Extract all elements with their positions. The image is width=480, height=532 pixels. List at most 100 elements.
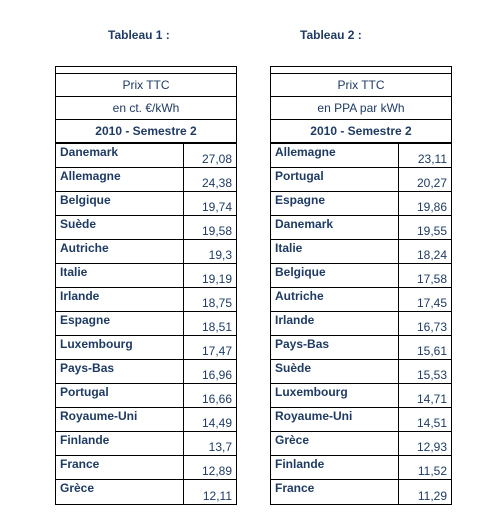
country-cell: France bbox=[56, 456, 184, 479]
price-table-ppa: Prix TTC en PPA par kWh 2010 - Semestre … bbox=[270, 66, 452, 505]
country-cell: Grèce bbox=[271, 432, 399, 455]
price-cell: 20,27 bbox=[416, 176, 447, 190]
price-cell: 17,58 bbox=[416, 272, 447, 286]
table-body: Danemark 27,08 Allemagne 24,38 Belgique 19,74… bbox=[56, 144, 236, 504]
header-period: 2010 - Semestre 2 bbox=[271, 120, 451, 144]
price-cell: 23,11 bbox=[417, 152, 447, 166]
table-row: France 12,89 bbox=[56, 456, 236, 480]
country-cell: Pays-Bas bbox=[271, 336, 399, 359]
table-row: Suède 15,53 bbox=[271, 360, 451, 384]
price-cell: 16,73 bbox=[416, 320, 447, 334]
country-cell: Portugal bbox=[271, 168, 399, 191]
price-cell: 14,49 bbox=[201, 416, 232, 430]
country-cell: Danemark bbox=[56, 144, 184, 167]
country-cell: Espagne bbox=[271, 192, 399, 215]
table-row: Italie 19,19 bbox=[56, 264, 236, 288]
price-cell: 13,7 bbox=[208, 440, 232, 454]
price-cell: 17,47 bbox=[201, 344, 232, 358]
country-cell: Autriche bbox=[56, 240, 184, 263]
country-cell: Luxembourg bbox=[56, 336, 184, 359]
country-cell: France bbox=[271, 480, 399, 504]
header-period: 2010 - Semestre 2 bbox=[56, 120, 236, 144]
table-row: Espagne 19,86 bbox=[271, 192, 451, 216]
price-cell: 19,86 bbox=[416, 200, 447, 214]
price-cell: 18,24 bbox=[416, 248, 447, 262]
table-row: Autriche 17,45 bbox=[271, 288, 451, 312]
country-cell: Luxembourg bbox=[271, 384, 399, 407]
header-price-ttc: Prix TTC bbox=[56, 74, 236, 97]
table-row: Portugal 16,66 bbox=[56, 384, 236, 408]
table-row: Finlande 13,7 bbox=[56, 432, 236, 456]
price-cell: 15,61 bbox=[416, 344, 447, 358]
table-row: Danemark 19,55 bbox=[271, 216, 451, 240]
table-row: Pays-Bas 16,96 bbox=[56, 360, 236, 384]
header-price-ttc: Prix TTC bbox=[271, 74, 451, 97]
table-row: Royaume-Uni 14,51 bbox=[271, 408, 451, 432]
header-unit: en PPA par kWh bbox=[271, 97, 451, 120]
table-row: Royaume-Uni 14,49 bbox=[56, 408, 236, 432]
table-row: Irlande 18,75 bbox=[56, 288, 236, 312]
table1-caption: Tableau 1 : bbox=[108, 28, 170, 42]
table-row: Pays-Bas 15,61 bbox=[271, 336, 451, 360]
price-cell: 16,66 bbox=[201, 392, 232, 406]
country-cell: Suède bbox=[56, 216, 184, 239]
country-cell: Portugal bbox=[56, 384, 184, 407]
country-cell: Allemagne bbox=[271, 144, 399, 167]
price-cell: 15,53 bbox=[416, 368, 447, 382]
country-cell: Grèce bbox=[56, 480, 184, 504]
price-cell: 14,51 bbox=[416, 416, 447, 430]
table-row: Portugal 20,27 bbox=[271, 168, 451, 192]
price-cell: 17,45 bbox=[416, 296, 447, 310]
price-cell: 12,89 bbox=[201, 464, 232, 478]
price-cell: 18,75 bbox=[201, 296, 232, 310]
country-cell: Finlande bbox=[271, 456, 399, 479]
table-row: Finlande 11,52 bbox=[271, 456, 451, 480]
country-cell: Autriche bbox=[271, 288, 399, 311]
table-row: Luxembourg 14,71 bbox=[271, 384, 451, 408]
country-cell: Royaume-Uni bbox=[56, 408, 184, 431]
table-row: Allemagne 23,11 bbox=[271, 144, 451, 168]
price-cell: 18,51 bbox=[201, 320, 232, 334]
price-cell: 19,3 bbox=[208, 248, 232, 262]
country-cell: Irlande bbox=[271, 312, 399, 335]
price-cell: 12,93 bbox=[416, 440, 447, 454]
price-cell: 19,74 bbox=[201, 200, 232, 214]
price-cell: 11,52 bbox=[417, 464, 447, 478]
price-cell: 27,08 bbox=[201, 152, 232, 166]
price-cell: 19,19 bbox=[201, 272, 232, 286]
table-row: Belgique 17,58 bbox=[271, 264, 451, 288]
price-cell: 11,29 bbox=[417, 489, 447, 503]
price-cell: 12,11 bbox=[202, 489, 232, 503]
country-cell: Royaume-Uni bbox=[271, 408, 399, 431]
price-table-eur: Prix TTC en ct. €/kWh 2010 - Semestre 2 … bbox=[55, 66, 237, 505]
country-cell: Allemagne bbox=[56, 168, 184, 191]
table-row: Italie 18,24 bbox=[271, 240, 451, 264]
price-cell: 24,38 bbox=[201, 176, 232, 190]
table2-caption: Tableau 2 : bbox=[300, 28, 362, 42]
price-cell: 19,58 bbox=[201, 224, 232, 238]
table-row: Danemark 27,08 bbox=[56, 144, 236, 168]
table-row: Espagne 18,51 bbox=[56, 312, 236, 336]
country-cell: Italie bbox=[271, 240, 399, 263]
price-cell: 16,96 bbox=[201, 368, 232, 382]
header-unit: en ct. €/kWh bbox=[56, 97, 236, 120]
country-cell: Espagne bbox=[56, 312, 184, 335]
country-cell: Belgique bbox=[56, 192, 184, 215]
table-row: Belgique 19,74 bbox=[56, 192, 236, 216]
table-row: Irlande 16,73 bbox=[271, 312, 451, 336]
country-cell: Suède bbox=[271, 360, 399, 383]
country-cell: Pays-Bas bbox=[56, 360, 184, 383]
table-row: Grèce 12,11 bbox=[56, 480, 236, 504]
table-row: Autriche 19,3 bbox=[56, 240, 236, 264]
country-cell: Finlande bbox=[56, 432, 184, 455]
table-row: Luxembourg 17,47 bbox=[56, 336, 236, 360]
table-row: Suède 19,58 bbox=[56, 216, 236, 240]
price-cell: 19,55 bbox=[416, 224, 447, 238]
price-cell: 14,71 bbox=[416, 392, 447, 406]
table-top-spacer bbox=[271, 67, 451, 74]
country-cell: Irlande bbox=[56, 288, 184, 311]
table-row: Grèce 12,93 bbox=[271, 432, 451, 456]
table-row: France 11,29 bbox=[271, 480, 451, 504]
country-cell: Belgique bbox=[271, 264, 399, 287]
table-top-spacer bbox=[56, 67, 236, 74]
